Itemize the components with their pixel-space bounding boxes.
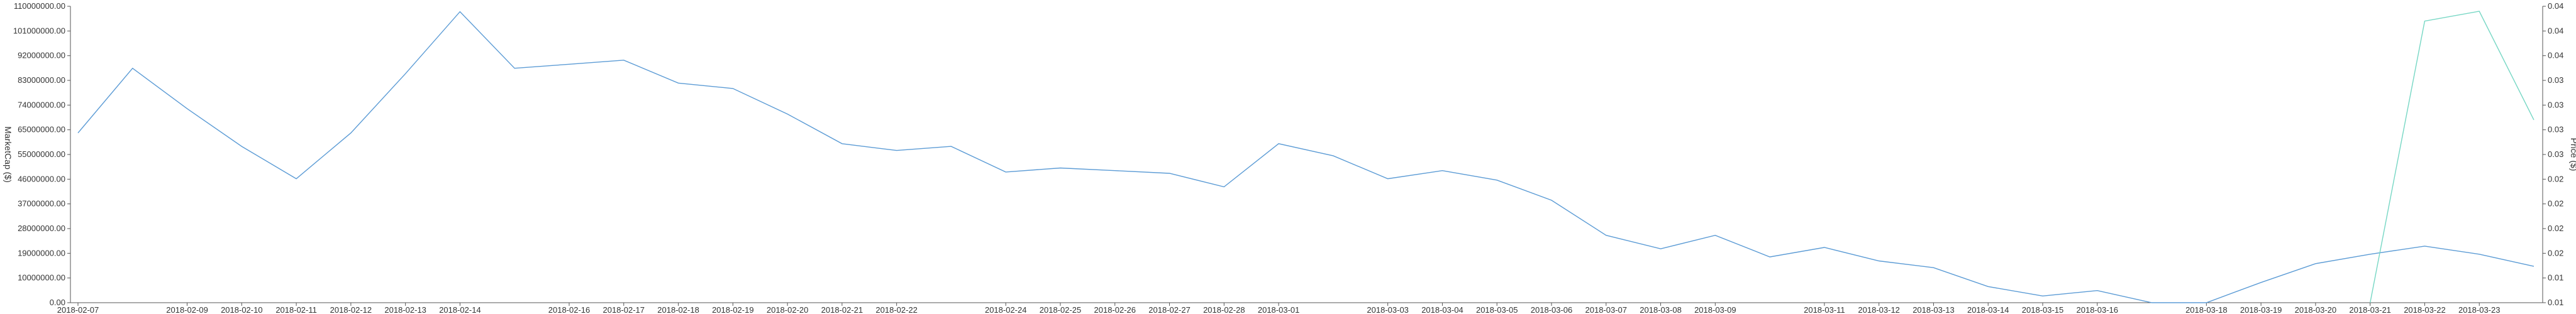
- x-tick-label: 2018-03-01: [1258, 305, 1300, 314]
- chart-axes: [70, 6, 2543, 303]
- right-axis-title: Price ($): [2569, 138, 2576, 171]
- x-tick-label: 2018-02-16: [548, 305, 591, 314]
- left-tick-label: 65000000.00: [18, 125, 65, 134]
- right-tick-label: 0.03: [2548, 125, 2563, 134]
- right-tick-label: 0.02: [2548, 248, 2563, 257]
- x-tick-label: 2018-03-14: [1967, 305, 2009, 314]
- x-tick-label: 2018-02-12: [330, 305, 372, 314]
- x-tick-label: 2018-03-12: [1858, 305, 1900, 314]
- left-tick-label: 19000000.00: [18, 248, 65, 257]
- x-tick-label: 2018-02-10: [221, 305, 263, 314]
- left-tick-label: 10000000.00: [18, 273, 65, 283]
- x-axis-ticks: 2018-02-07 2018-02-09 2018-02-10 2018-02-11…: [57, 303, 2501, 314]
- left-tick-label: 83000000.00: [18, 75, 65, 85]
- right-tick-label: 0.02: [2548, 199, 2563, 208]
- x-tick-label: 2018-02-09: [166, 305, 208, 314]
- x-tick-label: 2018-02-20: [767, 305, 809, 314]
- x-tick-label: 2018-02-26: [1094, 305, 1136, 314]
- x-tick-label: 2018-02-21: [821, 305, 863, 314]
- x-tick-label: 2018-03-19: [2240, 305, 2282, 314]
- right-tick-label: 0.03: [2548, 149, 2563, 159]
- x-tick-label: 2018-02-25: [1040, 305, 1082, 314]
- x-tick-label: 2018-03-20: [2295, 305, 2337, 314]
- x-tick-label: 2018-03-09: [1694, 305, 1736, 314]
- x-tick-label: 2018-02-18: [657, 305, 699, 314]
- left-tick-label: 74000000.00: [18, 100, 65, 109]
- x-tick-label: 2018-02-14: [439, 305, 481, 314]
- x-tick-label: 2018-02-07: [57, 305, 99, 314]
- left-tick-label: 92000000.00: [18, 51, 65, 60]
- x-tick-label: 2018-03-04: [1421, 305, 1463, 314]
- right-tick-label: 0.01: [2548, 273, 2563, 283]
- x-tick-label: 2018-03-15: [2022, 305, 2064, 314]
- left-axis-ticks: 0.00 10000000.00 19000000.00 28000000.00 370…: [13, 1, 70, 307]
- left-tick-label: 0.00: [50, 298, 65, 307]
- left-tick-label: 46000000.00: [18, 174, 65, 183]
- price-line: [2370, 11, 2534, 303]
- right-tick-label: 0.04: [2548, 26, 2563, 35]
- x-tick-label: 2018-03-06: [1531, 305, 1573, 314]
- left-tick-label: 101000000.00: [13, 26, 65, 35]
- x-tick-label: 2018-03-23: [2458, 305, 2501, 314]
- x-tick-label: 2018-03-18: [2185, 305, 2228, 314]
- x-tick-label: 2018-03-08: [1640, 305, 1682, 314]
- x-tick-label: 2018-02-28: [1203, 305, 1245, 314]
- x-tick-label: 2018-03-03: [1367, 305, 1409, 314]
- x-tick-label: 2018-03-13: [1913, 305, 1955, 314]
- marketcap-line: [77, 11, 2534, 303]
- left-tick-label: 28000000.00: [18, 224, 65, 233]
- x-tick-label: 2018-02-13: [384, 305, 426, 314]
- x-tick-label: 2018-03-07: [1585, 305, 1628, 314]
- x-tick-label: 2018-02-27: [1148, 305, 1191, 314]
- x-tick-label: 2018-02-17: [603, 305, 645, 314]
- right-tick-label: 0.03: [2548, 75, 2563, 85]
- x-tick-label: 2018-03-11: [1804, 305, 1845, 314]
- left-tick-label: 37000000.00: [18, 199, 65, 208]
- left-tick-label: 55000000.00: [18, 149, 65, 159]
- right-tick-label: 0.04: [2548, 51, 2563, 60]
- x-tick-label: 2018-03-21: [2349, 305, 2391, 314]
- x-tick-label: 2018-02-11: [275, 305, 317, 314]
- right-tick-label: 0.03: [2548, 100, 2563, 109]
- x-tick-label: 2018-03-16: [2077, 305, 2119, 314]
- x-tick-label: 2018-02-19: [712, 305, 754, 314]
- x-tick-label: 2018-02-24: [985, 305, 1027, 314]
- right-tick-label: 0.02: [2548, 224, 2563, 233]
- x-tick-label: 2018-03-22: [2404, 305, 2446, 314]
- series-lines: [77, 11, 2534, 303]
- right-tick-label: 0.04: [2548, 1, 2563, 11]
- x-tick-label: 2018-02-22: [875, 305, 918, 314]
- left-axis-title: MarketCap ($): [3, 126, 13, 182]
- right-tick-label: 0.01: [2548, 298, 2563, 307]
- x-tick-label: 2018-03-05: [1476, 305, 1518, 314]
- right-tick-label: 0.02: [2548, 174, 2563, 183]
- left-tick-label: 110000000.00: [14, 1, 65, 11]
- right-axis-ticks: 0.01 0.01 0.02 0.02 0.02 0.02 0.03 0.03 0.03 0.03…: [2543, 1, 2563, 307]
